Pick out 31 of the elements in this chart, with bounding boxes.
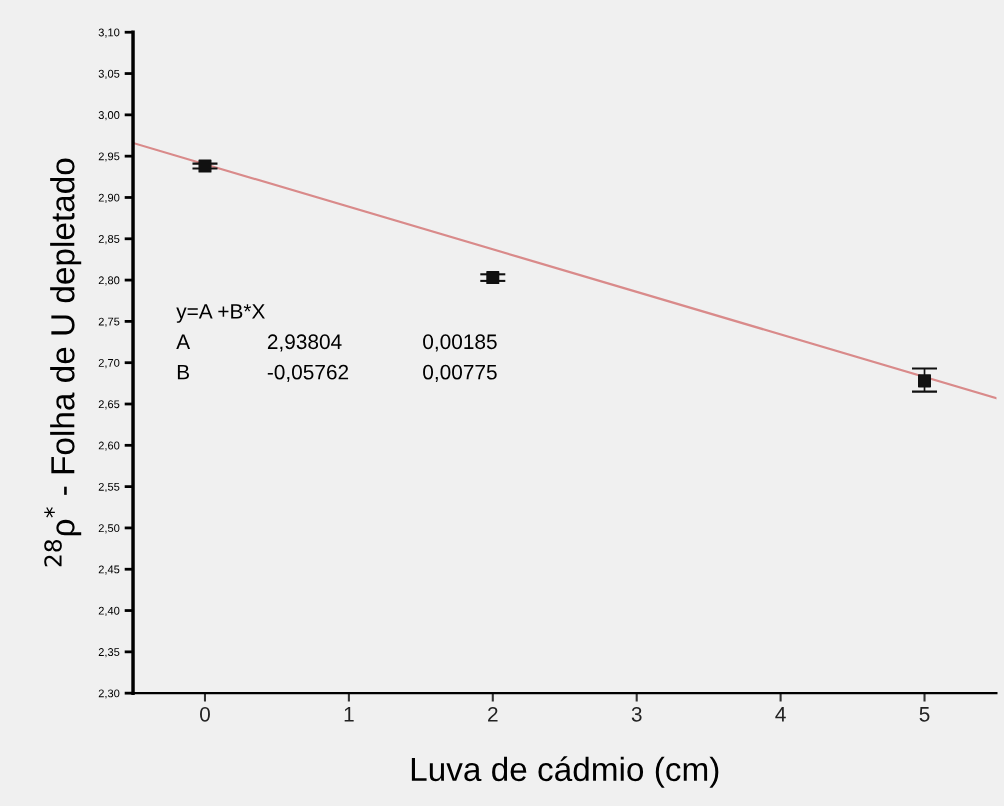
y-tick-label: 2,40 xyxy=(98,606,120,616)
y-tick-label: 2,50 xyxy=(98,524,120,534)
x-tick-label: 3 xyxy=(631,706,642,722)
y-tick-label: 2,65 xyxy=(98,400,120,410)
y-tick-label: 2,55 xyxy=(98,482,120,493)
y-tick-label: 2,80 xyxy=(98,276,120,286)
y-tick-label: 3,10 xyxy=(98,28,120,38)
y-tick-label: 2,85 xyxy=(98,235,120,245)
y-tick-label: 2,70 xyxy=(98,358,120,369)
y-tick-label: 2,90 xyxy=(98,193,120,203)
y-axis-title: $^{28}$ρ$^{*}$ - Folha de U depletado xyxy=(44,158,82,567)
y-tick-label: 3,00 xyxy=(98,111,120,121)
y-tick-label: 2,75 xyxy=(98,317,120,327)
x-tick-label: 4 xyxy=(775,707,786,722)
annotation: y=A +B*X xyxy=(176,304,265,323)
point xyxy=(486,271,500,285)
point xyxy=(198,159,212,173)
x-tick-label: 5 xyxy=(919,707,930,722)
text: B -0,05762 0,00775 xyxy=(177,364,497,382)
text: A 2,93804 0,00185 xyxy=(176,334,497,352)
x-tick-label: 0 xyxy=(200,706,210,722)
y-tick-label: 2,60 xyxy=(98,441,120,451)
x-tick-label: 2 xyxy=(488,706,498,722)
y-tick-label: 3,05 xyxy=(98,69,120,79)
y-tick-label: 2,30 xyxy=(98,689,120,699)
point xyxy=(918,374,932,388)
y-tick-label: 2,35 xyxy=(98,648,120,658)
x-axis-title: Luva de cádmio (cm) xyxy=(411,756,719,788)
y-tick-label: 2,95 xyxy=(98,152,120,162)
y-tick-label: 2,45 xyxy=(98,565,120,575)
x-tick-label: 1 xyxy=(344,707,354,722)
